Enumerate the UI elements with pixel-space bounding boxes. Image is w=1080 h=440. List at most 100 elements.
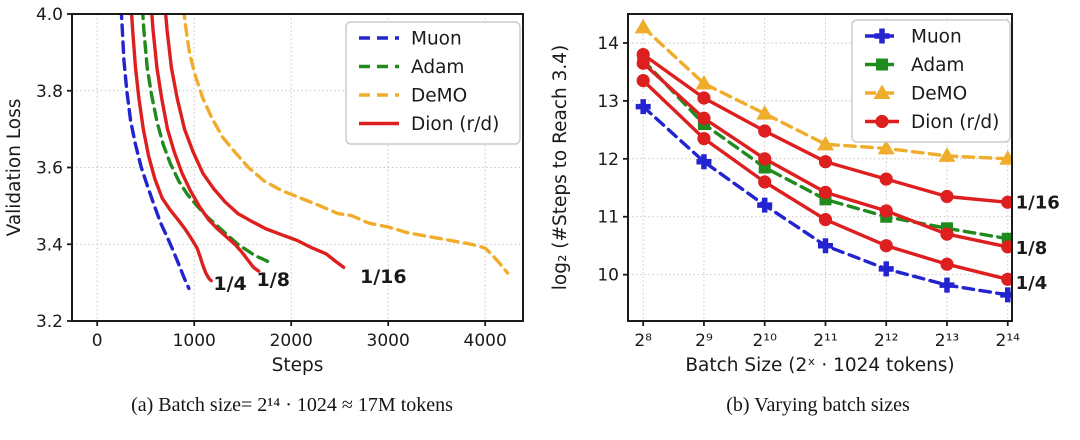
- legend-sample-marker: [875, 114, 889, 129]
- demo-marker: [877, 139, 895, 155]
- dion-1-8-marker: [697, 111, 711, 125]
- series-dion-1-4-markers: [636, 74, 1012, 286]
- adam-marker: [1001, 232, 1012, 245]
- caption-panel-a: (a) Batch size= 2¹⁴ · 1024 ≈ 17M tokens: [131, 394, 453, 416]
- legend-label: DeMO: [911, 84, 967, 105]
- y-tick-label: 4.0: [36, 5, 63, 25]
- dion-1-16-marker: [758, 124, 772, 138]
- legend-sample-marker: [874, 28, 890, 44]
- dion-1-8-marker: [879, 204, 893, 218]
- series-dion-1-8-line: [150, 14, 261, 273]
- legend-label: Adam: [911, 55, 964, 76]
- muon-marker: [939, 277, 955, 293]
- x-tick-label: 2¹²: [874, 331, 898, 351]
- x-tick-label: 2¹³: [935, 331, 959, 351]
- dion-1-4-marker: [940, 257, 954, 271]
- legend-label: Adam: [411, 57, 464, 78]
- panel-b-steps-vs-batch-chart: 2⁸ 2⁹ 2¹⁰ 2¹¹ 2¹² 2¹³ 2¹⁴ 10 11 12 13 14 Batch Size …: [540, 0, 1080, 380]
- demo-marker: [816, 135, 834, 151]
- legend: Muon Adam DeMO Dion (r/d): [345, 21, 521, 145]
- y-tick-label: 11: [597, 208, 619, 228]
- dion-1-16-marker: [1001, 195, 1012, 209]
- legend-label: Muon: [911, 27, 962, 48]
- y-tick-label: 3.8: [36, 82, 63, 102]
- dion-1-16-marker: [697, 91, 711, 105]
- legend-label: Dion (r/d): [911, 112, 999, 133]
- demo-marker: [999, 150, 1012, 165]
- x-tick-label: 2¹⁴: [996, 331, 1021, 351]
- x-tick-label: 1000: [173, 331, 216, 351]
- demo-marker: [634, 18, 652, 34]
- dion-1-4-marker: [1001, 272, 1012, 286]
- x-tick-label: 2⁸: [634, 331, 652, 351]
- series-demo-line: [182, 14, 510, 275]
- x-tick-label: 4000: [464, 331, 507, 351]
- legend-item-dion-r-d: Dion (r/d): [359, 114, 499, 135]
- series-adam-line: [141, 14, 274, 266]
- dion-1-8-marker: [758, 152, 772, 166]
- series-muon-line: [119, 14, 191, 291]
- x-axis-label: Batch Size (2ˣ · 1024 tokens): [685, 355, 954, 376]
- dion-1-4-marker: [879, 239, 893, 253]
- legend-label: DeMO: [411, 86, 467, 107]
- legend-label: Dion (r/d): [411, 114, 499, 135]
- dion-1-4-marker: [818, 213, 833, 227]
- y-tick-label: 3.4: [36, 235, 63, 255]
- series-dion-1-16-line: [163, 14, 346, 269]
- dion-1-16-marker: [818, 155, 833, 169]
- annotation-1-8: 1/8: [1016, 238, 1048, 259]
- tick-labels: 0 1000 2000 3000 4000 3.2 3.4 3.6 3.8 4.0: [36, 5, 507, 351]
- legend-item-demo: DeMO: [865, 84, 967, 105]
- legend-box: [345, 21, 521, 145]
- demo-marker: [756, 105, 774, 120]
- annotation-1-4: 1/4: [213, 273, 246, 295]
- legend-item-muon: Muon: [359, 29, 462, 50]
- series-dion-1-16-markers: [636, 47, 1012, 209]
- legend-label: Muon: [411, 29, 462, 50]
- dion-1-4-marker: [758, 175, 772, 189]
- y-tick-label: 3.2: [36, 312, 63, 332]
- demo-marker: [938, 147, 956, 162]
- dion-1-8-marker: [940, 227, 954, 241]
- muon-marker: [757, 197, 773, 213]
- annotation-1-16: 1/16: [1016, 192, 1060, 213]
- x-tick-label: 2⁹: [695, 331, 713, 351]
- dion-1-16-marker: [940, 189, 954, 204]
- y-axis-label: Validation Loss: [4, 99, 25, 237]
- y-tick-label: 10: [597, 266, 619, 286]
- series-muon-markers: [635, 99, 1012, 303]
- series-dion-1-4-line: [129, 14, 213, 283]
- dion-1-4-marker: [697, 131, 711, 146]
- y-tick-label: 13: [597, 92, 619, 112]
- y-tick-label: 12: [597, 150, 619, 170]
- muon-marker: [1000, 287, 1012, 303]
- x-tick-label: 0: [92, 331, 103, 351]
- ticks: [67, 13, 487, 326]
- plot-border: [627, 13, 1013, 322]
- dion-1-16-marker: [879, 172, 893, 186]
- demo-marker: [695, 75, 713, 90]
- annotation-1-8: 1/8: [257, 269, 290, 291]
- chart-a-svg: 0 1000 2000 3000 4000 3.2 3.4 3.6 3.8 4.0 Steps Val…: [4, 5, 524, 376]
- tick-labels: 2⁸ 2⁹ 2¹⁰ 2¹¹ 2¹² 2¹³ 2¹⁴ 10 11 12 13 14: [597, 34, 1020, 351]
- series-layer: [634, 18, 1012, 303]
- dion-1-8-marker: [1001, 240, 1012, 254]
- caption-panel-b: (b) Varying batch sizes: [726, 394, 910, 416]
- panel-a-validation-loss-chart: 0 1000 2000 3000 4000 3.2 3.4 3.6 3.8 4.0 Steps Val…: [0, 0, 540, 380]
- dion-1-4-marker: [636, 74, 650, 88]
- x-tick-label: 2¹¹: [813, 331, 837, 351]
- x-tick-label: 2000: [270, 331, 313, 351]
- legend-item-muon: Muon: [865, 27, 962, 48]
- series-demo-markers: [634, 18, 1012, 165]
- x-tick-label: 3000: [367, 331, 410, 351]
- muon-marker: [817, 238, 833, 254]
- legend-box: [851, 19, 1011, 143]
- ticks: [623, 42, 1009, 326]
- legend-item-demo: DeMO: [359, 86, 467, 107]
- y-tick-label: 14: [597, 34, 619, 54]
- legend-item-adam: Adam: [865, 55, 964, 76]
- dion-1-8-marker: [818, 185, 833, 200]
- legend: Muon Adam DeMO Dion (r/d): [851, 19, 1011, 143]
- muon-marker: [635, 99, 651, 115]
